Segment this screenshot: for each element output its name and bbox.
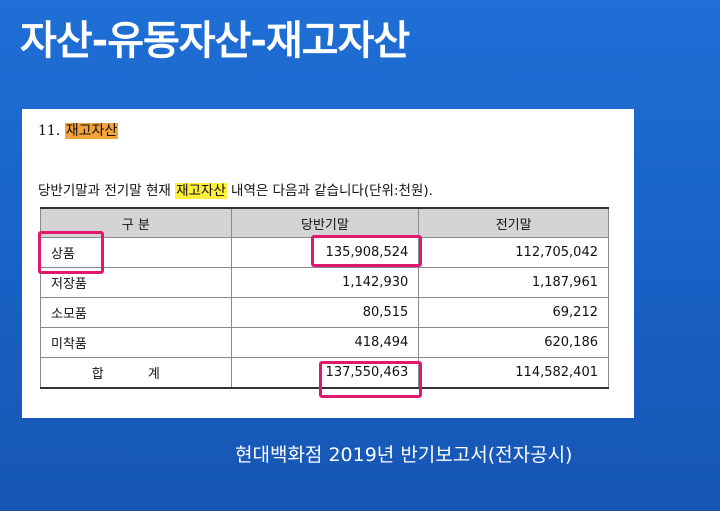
highlight-box-product-label bbox=[38, 231, 104, 274]
slide-title: 자산-유동자산-재고자산 bbox=[20, 18, 410, 64]
previous-value: 112,705,042 bbox=[418, 237, 609, 268]
table-header-row: 구 분 당반기말 전기말 bbox=[40, 207, 609, 238]
row-label: 미착품 bbox=[40, 327, 232, 358]
column-header-current: 당반기말 bbox=[230, 207, 420, 238]
current-value: 80,515 bbox=[230, 297, 420, 328]
source-caption: 현대백화점 2019년 반기보고서(전자공시) bbox=[235, 444, 573, 466]
intro-text-start: 당반기말과 전기말 현재 bbox=[38, 183, 176, 199]
inventory-table: 구 분 당반기말 전기말 상품 135,908,524 112,705,042 … bbox=[40, 207, 609, 389]
previous-value: 1,187,961 bbox=[418, 267, 609, 298]
previous-total: 114,582,401 bbox=[418, 357, 609, 389]
previous-value: 69,212 bbox=[418, 297, 609, 328]
table-row: 저장품 1,142,930 1,187,961 bbox=[40, 267, 609, 298]
column-header-previous: 전기말 bbox=[418, 207, 609, 238]
document-excerpt: 11. 재고자산 당반기말과 전기말 현재 재고자산 내역은 다음과 같습니다(… bbox=[22, 109, 634, 418]
previous-value: 620,186 bbox=[418, 327, 609, 358]
current-value: 418,494 bbox=[230, 327, 420, 358]
section-heading: 11. 재고자산 bbox=[38, 120, 119, 140]
total-label: 합 계 bbox=[40, 357, 232, 389]
intro-sentence: 당반기말과 전기말 현재 재고자산 내역은 다음과 같습니다(단위:천원). bbox=[38, 179, 433, 199]
table-row: 소모품 80,515 69,212 bbox=[40, 297, 609, 328]
highlight-box-product-current bbox=[311, 235, 422, 267]
highlight-box-total-current bbox=[319, 361, 422, 398]
current-value: 1,142,930 bbox=[230, 267, 420, 298]
row-label: 상품 bbox=[40, 237, 232, 268]
section-number: 11. bbox=[38, 123, 61, 139]
row-label: 소모품 bbox=[40, 297, 232, 328]
table-row: 미착품 418,494 620,186 bbox=[40, 327, 609, 358]
section-heading-highlight: 재고자산 bbox=[64, 123, 119, 139]
intro-text-end: 내역은 다음과 같습니다(단위:천원). bbox=[226, 183, 433, 199]
table-row: 상품 135,908,524 112,705,042 bbox=[40, 237, 609, 268]
current-value: 135,908,524 bbox=[230, 237, 420, 268]
intro-highlight: 재고자산 bbox=[175, 183, 227, 199]
